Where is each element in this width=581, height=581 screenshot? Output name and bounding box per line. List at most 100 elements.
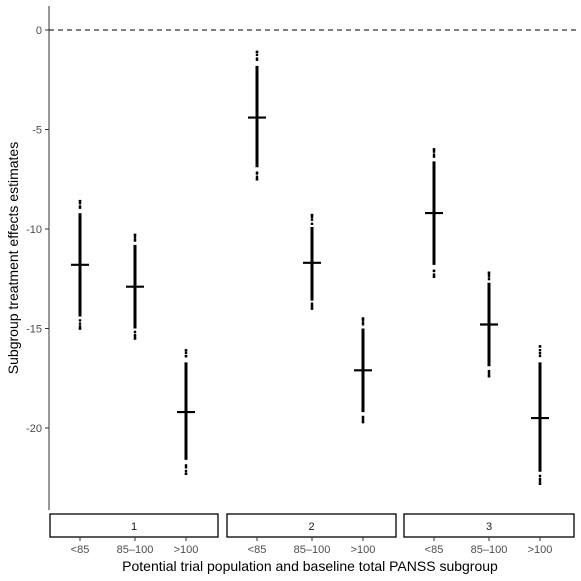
estimate-point — [255, 171, 259, 174]
estimate-point — [184, 355, 188, 358]
estimate-point — [184, 349, 188, 352]
x-tick-label: <85 — [71, 544, 90, 556]
estimate-point — [538, 477, 542, 481]
estimate-point — [133, 239, 137, 242]
estimate-point — [432, 269, 436, 272]
estimate-point — [538, 348, 542, 352]
estimate-point — [310, 218, 314, 221]
estimate-point — [361, 323, 365, 326]
y-tick-label: -20 — [26, 423, 42, 435]
estimate-point — [133, 337, 137, 340]
estimate-point — [361, 415, 365, 419]
facet-strips: 1 2 3 — [49, 513, 575, 538]
estimate-point — [78, 202, 82, 205]
y-tick-label: -5 — [32, 125, 42, 137]
facet-strip-label: 1 — [131, 521, 137, 533]
facet-strip-label: 2 — [308, 521, 314, 533]
y-axis-title: Subgroup treatment effects estimates — [5, 142, 21, 374]
estimate-point — [184, 469, 188, 473]
x-tick-label: <85 — [425, 544, 444, 556]
estimate-point — [432, 150, 436, 153]
estimate-point — [361, 317, 365, 320]
estimate-point — [133, 233, 137, 237]
estimate-point — [538, 479, 542, 483]
panel-2 — [248, 50, 372, 424]
estimate-point — [487, 271, 491, 274]
estimate-point — [538, 474, 542, 478]
estimate-point — [310, 213, 314, 217]
x-tick-label: <85 — [248, 544, 267, 556]
estimate-point — [310, 307, 314, 310]
estimate-group — [531, 345, 549, 485]
estimate-group — [248, 50, 266, 181]
facet-strip-label: 3 — [486, 521, 492, 533]
estimate-point — [78, 325, 82, 328]
x-tick-label: >100 — [351, 544, 376, 556]
estimate-point — [133, 333, 137, 337]
estimate-point — [361, 321, 365, 324]
estimate-point — [78, 319, 82, 322]
x-axis-ticks: <85 85–100 >100 <85 85–100 >100 <85 85–100 >100 — [71, 537, 553, 556]
estimate-point — [78, 205, 82, 208]
estimate-group — [354, 317, 372, 424]
estimate-point — [538, 345, 542, 348]
estimate-point — [487, 277, 491, 281]
x-tick-label: >100 — [174, 544, 199, 556]
x-tick-label: 85–100 — [294, 544, 331, 556]
estimate-point — [487, 273, 491, 276]
estimate-point — [184, 464, 188, 467]
estimate-point — [255, 53, 259, 57]
estimate-point — [432, 275, 436, 278]
panel-3 — [425, 148, 549, 485]
panels — [71, 50, 549, 485]
estimate-point — [361, 318, 365, 322]
estimate-point — [133, 235, 137, 239]
x-tick-label: >100 — [528, 544, 553, 556]
estimate-point — [432, 273, 436, 276]
estimate-point — [310, 215, 314, 219]
facet-strip — [49, 513, 219, 538]
y-tick-label: -15 — [26, 324, 42, 336]
estimate-point — [78, 206, 82, 209]
estimate-point — [78, 322, 82, 325]
estimate-group — [425, 148, 443, 278]
estimate-point — [432, 148, 436, 151]
y-axis-ticks: 0 -5 -10 -15 -20 — [26, 25, 49, 435]
estimate-point — [184, 466, 188, 469]
x-axis-title: Potential trial population and baseline … — [122, 558, 498, 574]
estimate-point — [538, 354, 542, 358]
estimate-point — [310, 222, 314, 226]
estimate-group — [177, 349, 195, 475]
y-tick-label: 0 — [36, 25, 42, 37]
estimate-point — [78, 327, 82, 330]
estimate-point — [255, 178, 259, 181]
estimate-point — [487, 275, 491, 278]
estimate-point — [432, 155, 436, 158]
estimate-point — [255, 175, 259, 178]
estimate-point — [184, 351, 188, 355]
estimate-group — [126, 233, 144, 340]
panel-1 — [71, 199, 195, 475]
estimate-point — [133, 335, 137, 338]
estimate-point — [133, 330, 137, 334]
estimate-point — [538, 482, 542, 485]
estimate-point — [487, 373, 491, 376]
estimate-point — [310, 305, 314, 309]
estimate-point — [487, 375, 491, 378]
estimate-point — [538, 352, 542, 355]
x-tick-label: 85–100 — [117, 544, 154, 556]
estimate-point — [432, 153, 436, 156]
estimate-point — [310, 304, 314, 307]
x-tick-label: 85–100 — [471, 544, 508, 556]
estimate-point — [361, 420, 365, 424]
estimate-point — [255, 50, 259, 54]
estimate-point — [78, 199, 82, 203]
estimate-group — [71, 199, 89, 330]
estimate-group — [480, 271, 498, 378]
estimate-point — [487, 369, 491, 373]
estimate-point — [310, 302, 314, 305]
estimate-point — [184, 472, 188, 475]
estimate-group — [303, 213, 321, 310]
y-tick-label: -10 — [26, 224, 42, 236]
